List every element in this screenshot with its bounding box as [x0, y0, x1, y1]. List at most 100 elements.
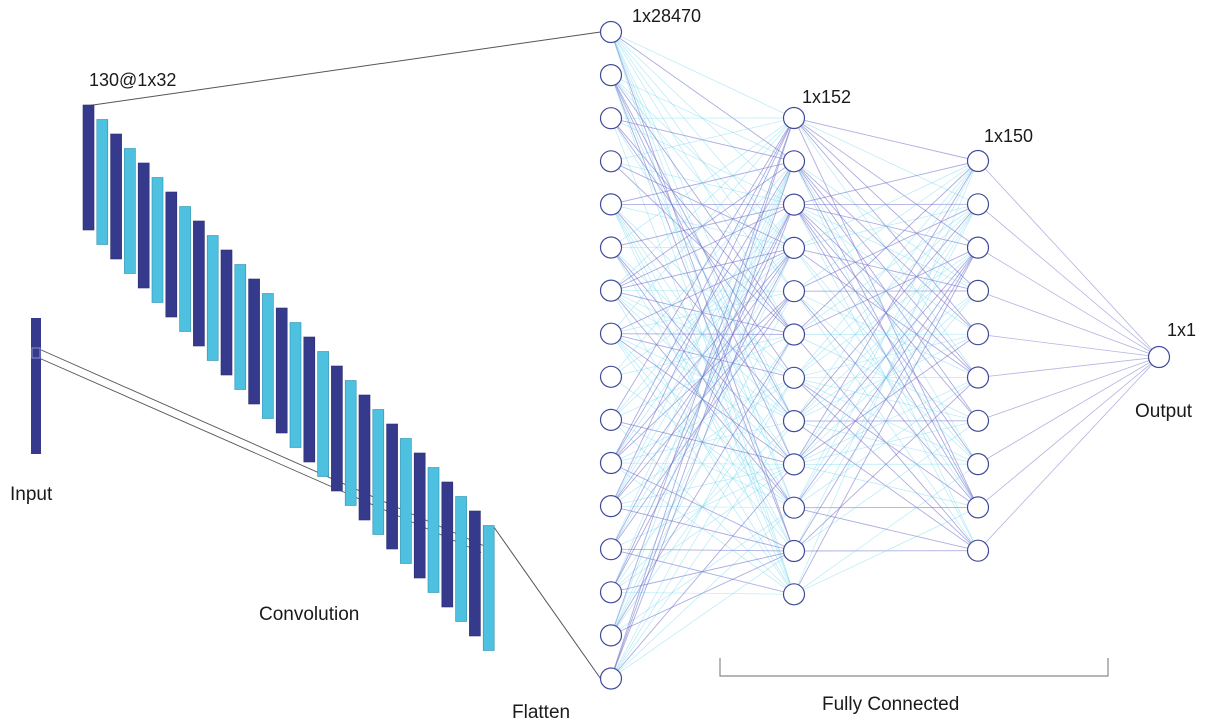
flatten-node	[599, 408, 623, 431]
flatten-node	[599, 150, 623, 173]
conv-filter-bar	[206, 235, 219, 361]
edge-line	[610, 117, 795, 507]
edge-line	[610, 505, 795, 552]
flatten-node	[599, 236, 623, 259]
conv-filter-bar	[413, 452, 426, 579]
flatten-shape-label: 1x28470	[632, 6, 702, 26]
flatten-node	[599, 365, 623, 388]
edge-line	[610, 74, 795, 162]
conv-filter-bar	[96, 119, 109, 245]
flatten-node	[599, 538, 623, 561]
conv-filter-bar	[331, 365, 343, 492]
fc1-node	[782, 539, 806, 563]
flatten-node	[599, 451, 623, 475]
edge-line	[610, 117, 795, 464]
input-layer	[31, 318, 41, 454]
fc1-node	[782, 583, 806, 606]
edge-line	[610, 334, 795, 679]
edge-line	[610, 420, 795, 679]
conv-filter-bar	[151, 177, 164, 303]
flatten-node	[599, 193, 623, 216]
fc1-node	[782, 323, 806, 346]
fc2-shape-label: 1x150	[984, 126, 1034, 146]
conv-filter-bar	[193, 220, 205, 347]
neuron-nodes	[599, 20, 1171, 690]
edge-line	[793, 160, 979, 335]
conv-filter-bar	[427, 467, 440, 593]
conv-filter-bar	[358, 394, 371, 521]
edge-line	[793, 463, 979, 595]
conv-filter-bar	[455, 496, 467, 622]
fc1-node	[782, 453, 806, 476]
conv-to-flatten-line	[493, 527, 601, 679]
edge-line	[977, 160, 1160, 358]
edge-line	[793, 247, 979, 508]
fc2-node	[966, 236, 990, 259]
edge-line	[977, 356, 1160, 378]
edge-line	[977, 333, 1160, 358]
edge-line	[610, 247, 795, 421]
edge-line	[610, 117, 795, 162]
edge-line	[610, 550, 795, 636]
input-kernel-box	[31, 347, 41, 359]
edge-line	[977, 356, 1160, 551]
edge-line	[610, 291, 795, 636]
conv-filter-bar	[275, 307, 288, 434]
edge-line	[610, 420, 795, 593]
edge-line	[610, 204, 795, 292]
edge-line	[793, 204, 979, 335]
conv-filter-bar	[220, 249, 233, 376]
edge-line	[793, 247, 979, 335]
edge-line	[610, 117, 795, 679]
edge-line	[793, 204, 979, 508]
fc1-node	[782, 193, 806, 216]
fully-connected-bracket	[719, 658, 1109, 677]
flatten-node	[599, 20, 623, 44]
fc1-node	[782, 410, 806, 433]
edge-line	[793, 117, 979, 162]
fc2-node	[966, 279, 990, 302]
edge-line	[610, 507, 795, 679]
edge-line	[793, 464, 979, 508]
conv-filter-bar	[469, 510, 481, 637]
edge-line	[793, 507, 979, 552]
fc2-node	[966, 409, 990, 432]
fc2-node	[966, 453, 990, 476]
edge-line	[610, 117, 795, 334]
output-node	[1147, 345, 1171, 369]
edge-line	[610, 334, 795, 636]
edge-line	[793, 160, 979, 292]
edge-line	[793, 160, 979, 379]
flatten-node	[599, 322, 623, 345]
edge-line	[793, 377, 979, 552]
conv-filter-bar	[82, 104, 95, 231]
fully-connected-edges	[610, 31, 1160, 679]
conv-filter-bar	[372, 409, 385, 535]
fc2-node	[966, 539, 990, 562]
edge-line	[793, 160, 979, 206]
edge-line	[977, 247, 1160, 358]
conv-filter-bar	[248, 278, 260, 405]
conv-shape-label: 130@1x32	[89, 70, 177, 90]
edge-line	[610, 550, 795, 679]
edge-line	[977, 356, 1160, 422]
edge-line	[610, 161, 795, 679]
conv-filter-bar	[289, 322, 302, 448]
edge-line	[793, 160, 979, 249]
edge-line	[977, 356, 1160, 508]
flatten-node	[599, 107, 623, 130]
edge-line	[793, 160, 979, 465]
edge-line	[977, 356, 1160, 465]
edge-line	[793, 160, 979, 595]
edge-line	[793, 204, 979, 552]
bracket-line	[719, 658, 1109, 677]
conv-filter-bar	[344, 380, 357, 506]
output-label: Output	[1135, 401, 1193, 422]
conv-filter-bar	[400, 438, 412, 564]
edge-line	[793, 247, 979, 465]
edge-line	[610, 31, 795, 119]
flatten-label: Flatten	[512, 702, 571, 723]
fc1-node	[782, 280, 806, 303]
edge-line	[610, 464, 795, 679]
edge-line	[793, 204, 979, 379]
